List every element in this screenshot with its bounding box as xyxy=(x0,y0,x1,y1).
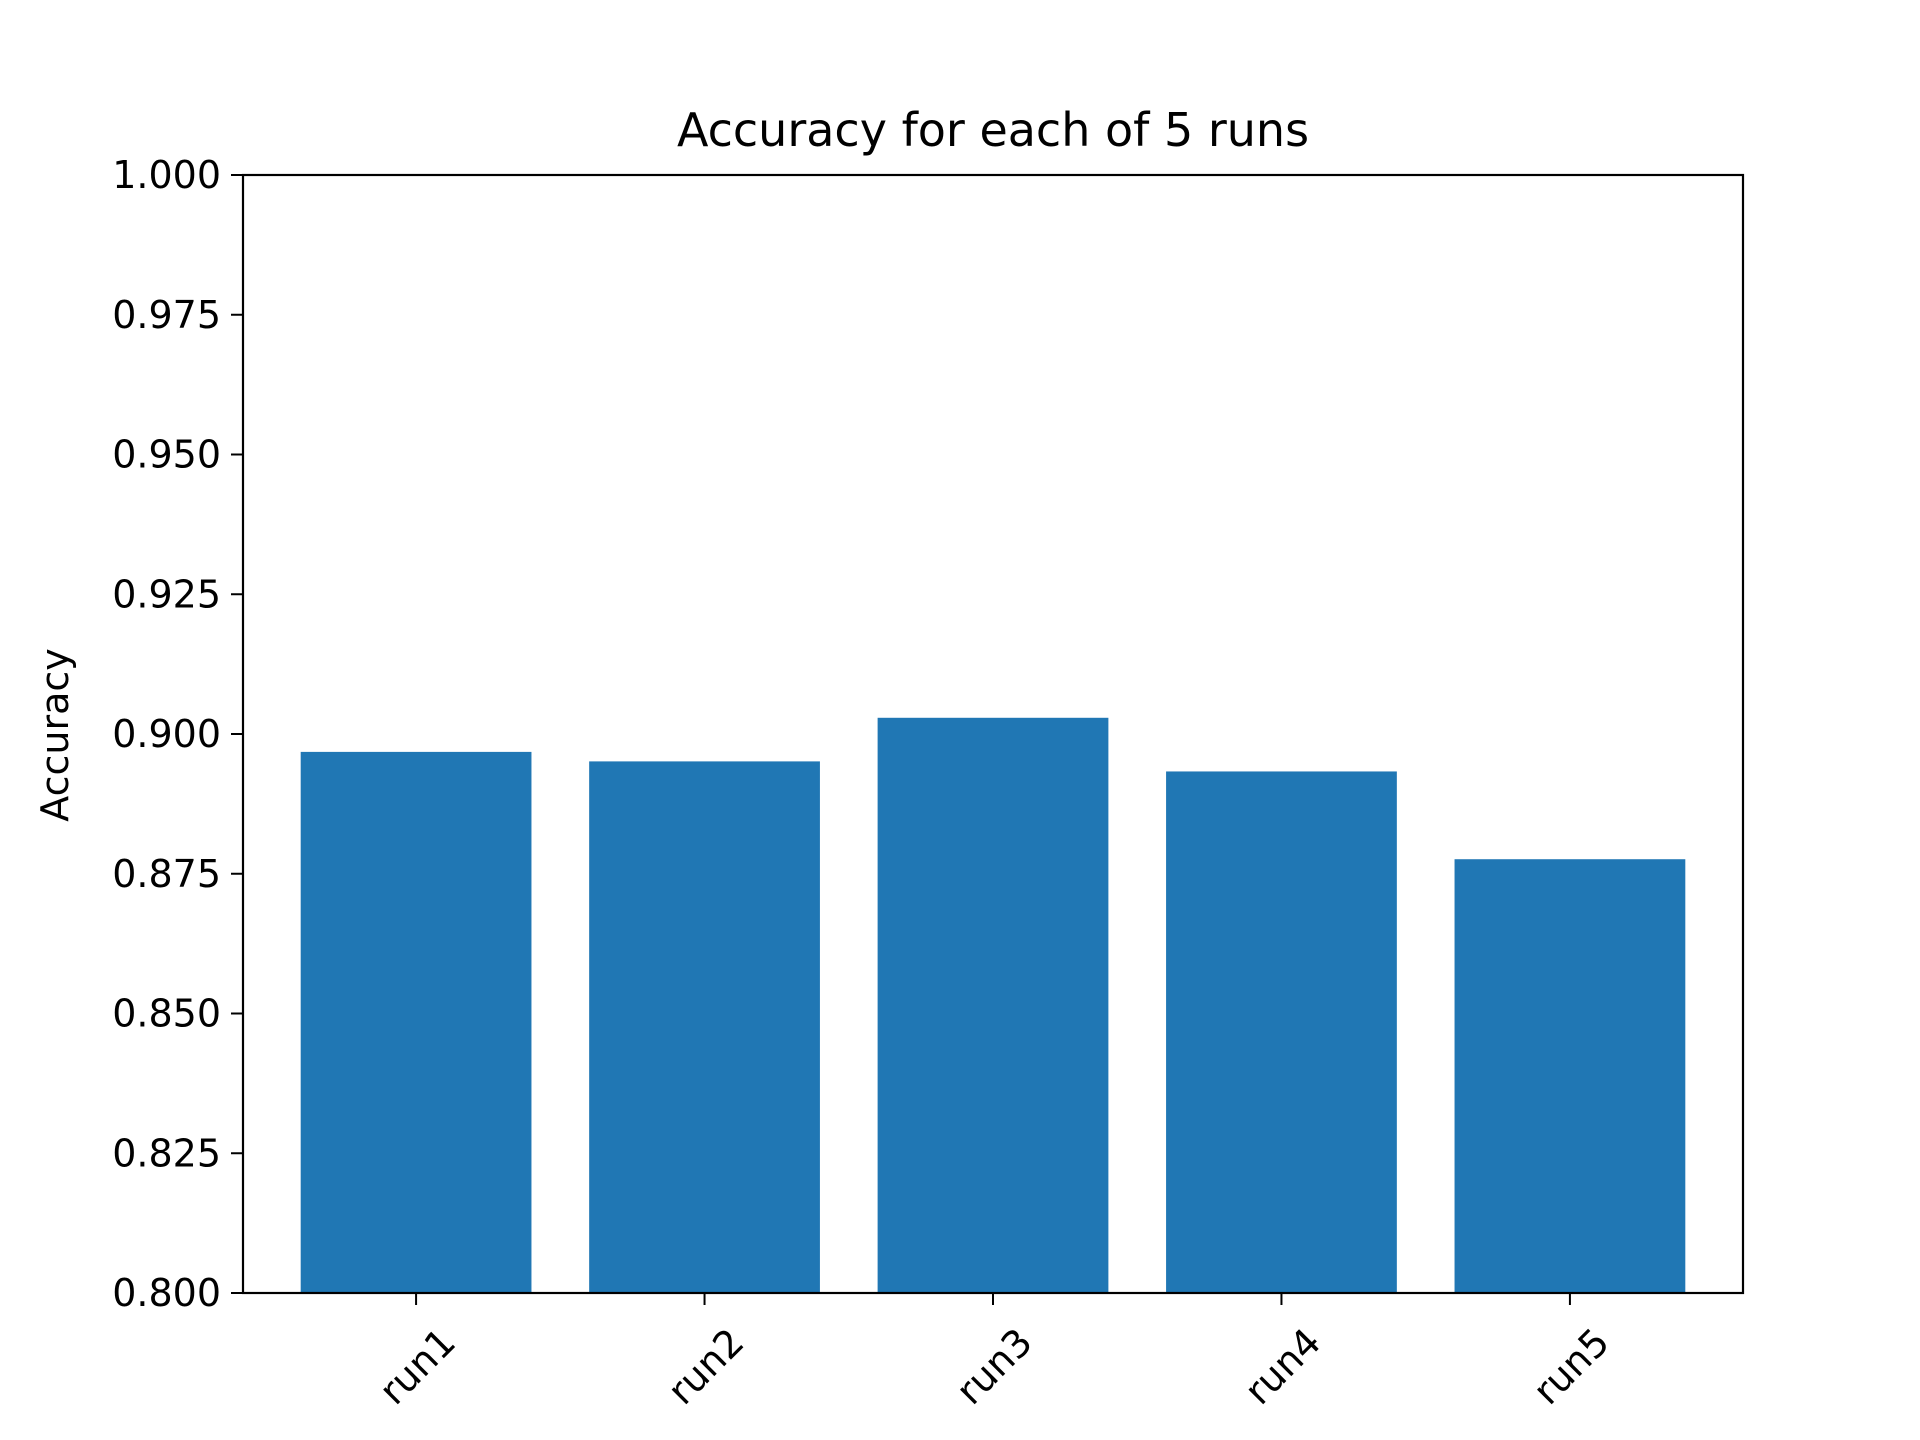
y-axis-label: Accuracy xyxy=(33,648,77,822)
x-tick-label: run3 xyxy=(948,1320,1041,1413)
x-ticks-group: run1 run2 run3 run4 run5 xyxy=(371,1293,1618,1413)
bar-run4 xyxy=(1166,771,1397,1293)
bar-run3 xyxy=(877,717,1109,1293)
y-tick-label: 0.950 xyxy=(112,433,221,477)
bars-group xyxy=(300,717,1686,1293)
x-tick-label: run4 xyxy=(1236,1320,1329,1413)
y-tick-label: 0.850 xyxy=(112,992,221,1036)
bar-run5 xyxy=(1454,859,1686,1293)
y-tick-label: 1.000 xyxy=(112,153,221,197)
y-tick-label: 0.975 xyxy=(112,293,221,337)
y-tick-label: 0.800 xyxy=(112,1271,221,1315)
y-tick-label: 0.875 xyxy=(112,852,221,896)
y-tick-label: 0.900 xyxy=(112,712,221,756)
chart-title: Accuracy for each of 5 runs xyxy=(677,103,1309,157)
x-tick-label: run5 xyxy=(1524,1320,1617,1413)
y-tick-label: 0.825 xyxy=(112,1131,221,1175)
plot-frame xyxy=(241,173,1745,1295)
bar-run1 xyxy=(300,751,532,1293)
y-tick-label: 0.925 xyxy=(112,572,221,616)
y-ticks-group: 0.800 0.825 0.850 0.875 0.900 0.925 0.950 0.975… xyxy=(112,153,243,1315)
x-tick-label: run1 xyxy=(371,1320,464,1413)
bar-run2 xyxy=(589,761,820,1293)
x-tick-label: run2 xyxy=(659,1320,752,1413)
